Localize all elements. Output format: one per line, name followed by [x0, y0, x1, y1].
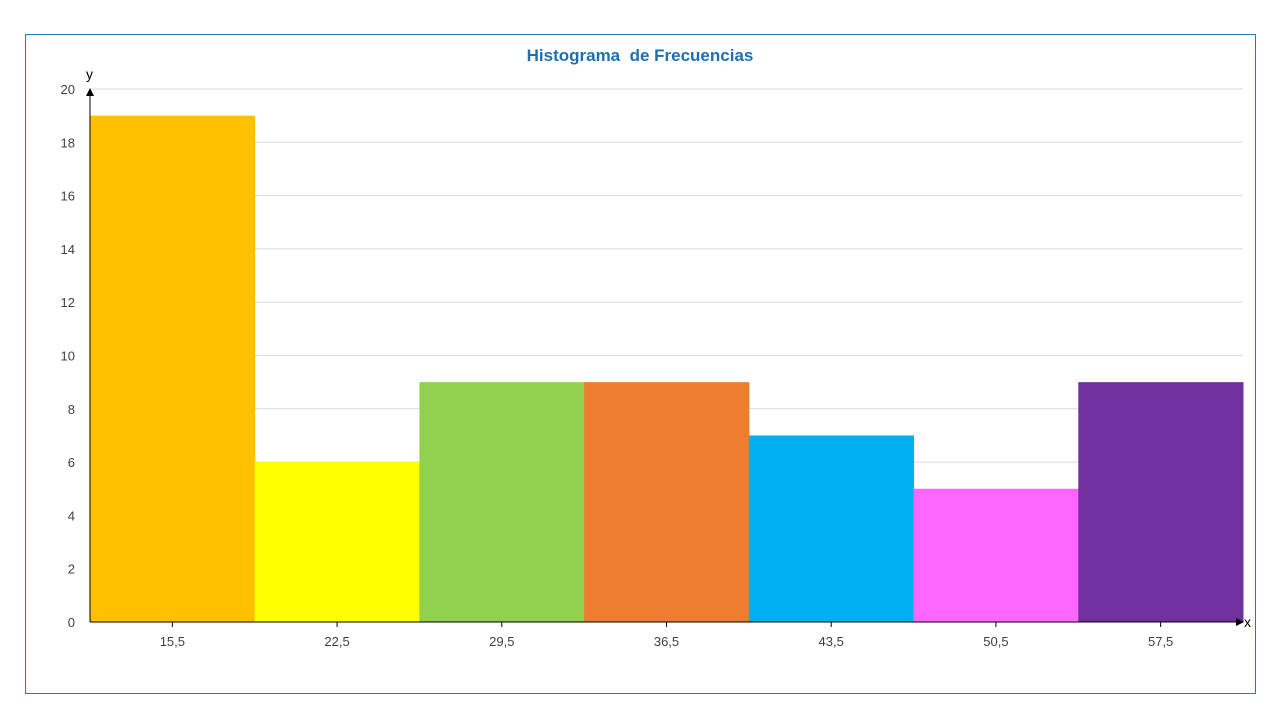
x-tick-labels: 15,5 22,5 29,5 36,5 43,5 50,5 57,5 [160, 622, 1173, 649]
y-axis-label: y [86, 66, 93, 82]
bar [1078, 382, 1244, 622]
chart-frame [25, 34, 1256, 694]
bar [584, 382, 750, 622]
y-tick-label: 14 [61, 242, 75, 257]
y-tick-label: 6 [68, 455, 75, 470]
x-tick-label: 57,5 [1148, 634, 1173, 649]
y-tick-label: 0 [68, 615, 75, 630]
bar [419, 382, 585, 622]
chart-title: Histograma de Frecuencias [526, 46, 754, 65]
x-tick-label: 22,5 [324, 634, 349, 649]
y-tick-label: 2 [68, 562, 75, 577]
y-tick-label: 20 [61, 82, 75, 97]
y-tick-label: 4 [68, 508, 75, 523]
y-tick-label: 12 [61, 295, 75, 310]
x-tick-label: 36,5 [654, 634, 679, 649]
bar [254, 462, 420, 622]
x-tick-label: 15,5 [160, 634, 185, 649]
y-tick-label: 10 [61, 349, 75, 364]
x-tick-label: 43,5 [819, 634, 844, 649]
y-tick-labels: 0 2 4 6 8 10 12 14 16 18 20 [61, 82, 75, 630]
x-tick-label: 50,5 [983, 634, 1008, 649]
y-tick-label: 16 [61, 189, 75, 204]
y-tick-label: 8 [68, 402, 75, 417]
bar [90, 115, 256, 623]
x-axis-arrow-icon [1236, 618, 1244, 626]
axes: y x [86, 66, 1251, 630]
bars [90, 115, 1244, 623]
x-tick-label: 29,5 [489, 634, 514, 649]
bar [913, 488, 1079, 622]
x-axis-label: x [1244, 614, 1251, 630]
bar [748, 435, 915, 622]
y-tick-label: 18 [61, 135, 75, 150]
y-axis-arrow-icon [86, 88, 94, 96]
